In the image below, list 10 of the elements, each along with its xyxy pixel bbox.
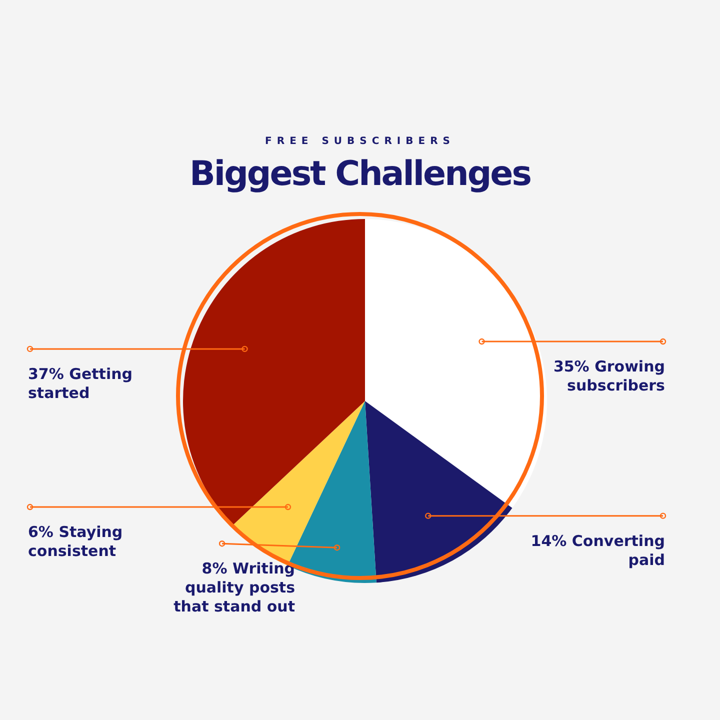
slice-label: 14% Converting paid (530, 532, 665, 569)
slice-label: 37% Getting started (28, 364, 133, 402)
pie-slice (365, 401, 512, 583)
slice-label: 8% Writing quality posts that stand out (174, 560, 296, 616)
pie-slice (365, 219, 547, 508)
chart-title: Biggest Challenges (188, 154, 532, 194)
slice-label: 6% Staying consistent (28, 523, 123, 560)
slice-label: 35% Growing subscribers (553, 358, 666, 395)
chart-subtitle: FREE SUBSCRIBERS (264, 136, 456, 147)
pie-slice (183, 219, 365, 526)
